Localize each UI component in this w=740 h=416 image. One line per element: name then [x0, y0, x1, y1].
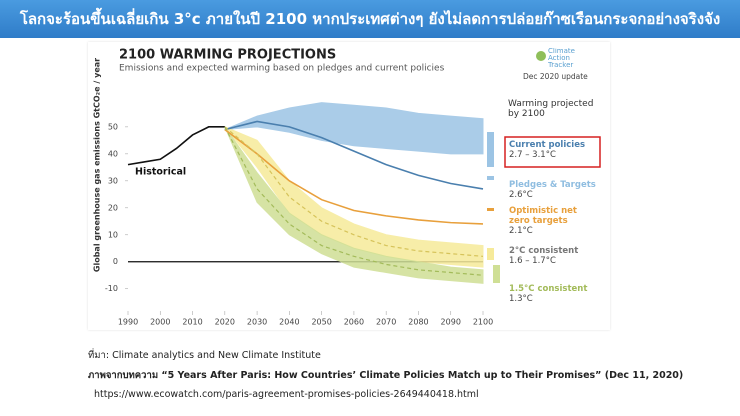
range-bar [487, 176, 494, 180]
y-tick-label: 50 [108, 122, 118, 131]
range-bar [487, 248, 494, 260]
update-date: Dec 2020 update [523, 72, 588, 81]
legend-name: Optimistic net zero targets [509, 206, 577, 226]
source: https://www.ecowatch.com/paris-agreement… [94, 389, 479, 400]
x-tick-label: 2060 [344, 318, 364, 327]
logo-icon [536, 51, 546, 61]
range-bar [487, 132, 494, 167]
warming-header: Warming projected by 2100 [508, 99, 594, 119]
legend-entry: Current policies 2.7 – 3.1°C [509, 140, 604, 160]
highlight-box [504, 136, 601, 168]
range-band [224, 126, 484, 284]
y-axis-label: Global greenhouse gas emissions GtCO₂e /… [93, 58, 102, 272]
x-tick-label: 2080 [408, 318, 428, 327]
median-line [224, 126, 484, 257]
x-tick-label: 2070 [376, 318, 396, 327]
legend-name: 1.5°C consistent [509, 284, 588, 294]
series-label: Historical [135, 167, 186, 178]
legend-warming: 1.3°C [509, 294, 533, 304]
logo: Climate Action Tracker [548, 48, 575, 69]
x-tick-label: 2100 [473, 318, 493, 327]
x-tick-label: 2040 [279, 318, 299, 327]
x-tick-label: 2000 [150, 318, 170, 327]
series-line [224, 128, 484, 225]
chart-subtitle: Emissions and expected warming based on … [119, 64, 445, 74]
series-line [224, 120, 484, 190]
series-line [127, 126, 225, 166]
y-tick-label: -10 [105, 284, 118, 293]
x-tick-label: 2090 [441, 318, 461, 327]
x-tick-label: 2020 [215, 318, 235, 327]
y-tick-label: 30 [108, 176, 118, 185]
y-tick-label: 20 [108, 203, 118, 212]
range-bar [487, 208, 494, 211]
legend-name: 2°C consistent [509, 246, 579, 256]
legend-warming: 2.1°C [509, 226, 533, 236]
x-tick-label: 2010 [182, 318, 202, 327]
source: ภาพจากบทความ “5 Years After Paris: How C… [88, 370, 684, 381]
legend-name: Pledges & Targets [509, 180, 596, 190]
source: ที่มา: Climate analytics and New Climate… [88, 350, 321, 361]
chart-title: 2100 WARMING PROJECTIONS [119, 48, 336, 63]
legend-warming: 2.6°C [509, 190, 533, 200]
median-line [224, 126, 484, 276]
logo-box: Climate Action Tracker [548, 48, 575, 69]
slide-title: โลกจะร้อนขึ้นเฉลี่ยเกิน 3°c ภายในปี 2100… [0, 0, 740, 38]
chart-panel [88, 42, 610, 330]
x-tick-label: 2050 [311, 318, 331, 327]
legend-warming: 2.7 – 3.1°C [509, 150, 556, 160]
y-tick-label: 40 [108, 149, 118, 158]
legend-entry: 1.5°C consistent 1.3°C [509, 284, 604, 304]
legend-entry: Pledges & Targets 2.6°C [509, 180, 604, 200]
y-tick-label: 0 [113, 257, 118, 266]
legend-warming: 1.6 – 1.7°C [509, 256, 556, 266]
x-tick-label: 1990 [118, 318, 138, 327]
range-band [224, 102, 484, 155]
range-bar [493, 265, 500, 283]
legend-entry: 2°C consistent 1.6 – 1.7°C [509, 246, 604, 266]
y-tick-label: 10 [108, 230, 118, 239]
x-tick-label: 2030 [247, 318, 267, 327]
legend-name: Current policies [509, 140, 586, 150]
legend-entry: Optimistic net zero targets 2.1°C [509, 206, 604, 236]
